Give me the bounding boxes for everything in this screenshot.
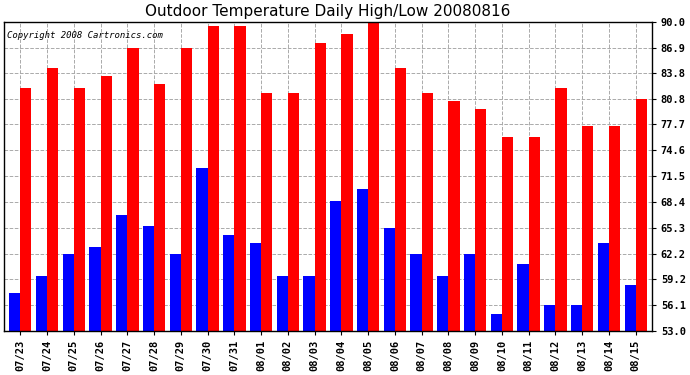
Bar (36, 276, 47, 330)
Bar (74, 88, 85, 330)
Bar (342, 34, 353, 330)
Bar (154, 84, 166, 330)
Bar (277, 276, 288, 330)
Bar (411, 254, 422, 330)
Bar (250, 243, 261, 330)
Bar (544, 304, 555, 330)
Bar (181, 48, 192, 330)
Bar (9, 293, 20, 330)
Bar (116, 215, 127, 330)
Bar (502, 137, 513, 330)
Bar (63, 254, 74, 330)
Bar (235, 26, 246, 330)
Bar (635, 99, 647, 330)
Bar (261, 93, 273, 330)
Bar (101, 76, 112, 330)
Bar (208, 26, 219, 330)
Bar (422, 93, 433, 330)
Title: Outdoor Temperature Daily High/Low 20080816: Outdoor Temperature Daily High/Low 20080… (146, 4, 511, 19)
Bar (529, 137, 540, 330)
Bar (330, 201, 342, 330)
Bar (598, 243, 609, 330)
Bar (170, 254, 181, 330)
Bar (395, 68, 406, 330)
Bar (47, 68, 58, 330)
Bar (89, 247, 101, 330)
Bar (571, 304, 582, 330)
Bar (555, 88, 566, 330)
Text: Copyright 2008 Cartronics.com: Copyright 2008 Cartronics.com (8, 31, 164, 40)
Bar (518, 264, 529, 330)
Bar (357, 189, 368, 330)
Bar (315, 43, 326, 330)
Bar (448, 101, 460, 330)
Bar (127, 48, 139, 330)
Bar (475, 110, 486, 330)
Bar (20, 88, 32, 330)
Bar (624, 285, 635, 330)
Bar (464, 254, 475, 330)
Bar (223, 235, 235, 330)
Bar (437, 276, 448, 330)
Bar (384, 228, 395, 330)
Bar (609, 126, 620, 330)
Bar (304, 276, 315, 330)
Bar (491, 314, 502, 330)
Bar (288, 93, 299, 330)
Bar (582, 126, 593, 330)
Bar (143, 226, 154, 330)
Bar (368, 23, 380, 330)
Bar (197, 168, 208, 330)
